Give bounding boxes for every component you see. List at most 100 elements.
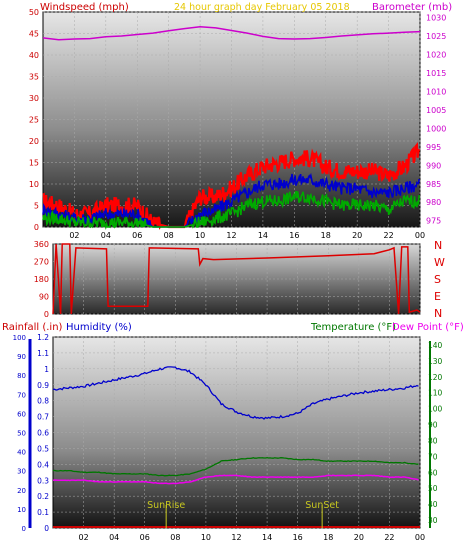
barometer-tick-label: 975 (426, 217, 441, 226)
hour-tick-label: 02 (69, 231, 79, 240)
wind-gust-series (42, 141, 421, 230)
windspeed-tick-label: 20 (29, 137, 39, 146)
dewpoint-series (52, 474, 419, 485)
barometer-tick-label: 985 (426, 180, 441, 189)
humidity-tick-label: 1 (44, 365, 49, 374)
temperature-tick-label: 140 (428, 341, 443, 350)
barometer-tick-label: 1020 (426, 50, 446, 59)
hour-tick-label: 20 (352, 231, 362, 240)
rainfall-tick-label: 90 (17, 353, 26, 361)
hour-tick-label: 22 (383, 231, 393, 240)
rainfall-tick-label: 10 (17, 506, 26, 514)
barometer-series (42, 26, 421, 41)
hour-tick-label: 16 (289, 231, 299, 240)
hour-tick-label: 04 (101, 231, 111, 240)
windspeed-tick-label: 25 (29, 116, 39, 125)
humidity-tick-label: 0.1 (37, 508, 49, 517)
temperature-series (52, 457, 419, 477)
humidity-tick-label: 1.1 (37, 349, 49, 358)
barometer-tick-label: 980 (426, 198, 441, 207)
windspeed-tick-label: 30 (29, 94, 39, 103)
windspeed-tick-label: 35 (29, 73, 39, 82)
wind-direction-series (52, 243, 421, 315)
barometer-tick-label: 1005 (426, 106, 446, 115)
windspeed-tick-label: 40 (29, 51, 39, 60)
direction-tick-label: 360 (34, 240, 49, 249)
hour-tick-label: 12 (226, 231, 236, 240)
rainfall-tick-label: 40 (17, 449, 26, 457)
rainfall-tick-label: 60 (17, 410, 26, 418)
direction-tick-label: 90 (39, 293, 49, 302)
rainfall-tick-label: 0 (22, 525, 26, 533)
rainfall-tick-label: 50 (17, 430, 26, 438)
rainfall-axis-title: Rainfall (.in) (2, 322, 63, 333)
windspeed-tick-label: 45 (29, 30, 39, 39)
series-layer (42, 26, 421, 528)
temperature-tick-label: 50 (428, 484, 438, 493)
hour-tick-label: 18 (321, 231, 331, 240)
hour-tick-label: 02 (78, 533, 88, 542)
hour-tick-label: 10 (201, 533, 211, 542)
temperature-tick-label: 30 (428, 516, 438, 525)
barometer-tick-label: 1025 (426, 32, 446, 41)
temperature-tick-label: 90 (428, 421, 438, 430)
direction-letter-n-top: N (434, 239, 442, 252)
direction-letter-w: W (434, 256, 445, 269)
humidity-tick-label: 0.2 (37, 492, 49, 501)
hour-tick-label: 20 (354, 533, 364, 542)
humidity-tick-label: 0.4 (37, 460, 49, 469)
temperature-tick-label: 70 (428, 452, 438, 461)
temperature-tick-label: 110 (428, 389, 443, 398)
humidity-series (52, 366, 419, 420)
hour-tick-label: 00 (415, 231, 425, 240)
rainfall-tick-label: 100 (13, 334, 26, 342)
hour-tick-label: 00 (415, 533, 425, 542)
hour-tick-label: 08 (170, 533, 180, 542)
barometer-tick-label: 1030 (426, 14, 446, 23)
hour-tick-label: 14 (262, 533, 272, 542)
humidity-tick-label: 1.2 (37, 333, 49, 342)
temperature-tick-label: 60 (428, 468, 438, 477)
humidity-tick-label: 0.9 (37, 381, 49, 390)
labels-layer: 0510152025303540455097598098599099510001… (13, 8, 447, 542)
sunset-label: SunSet (305, 500, 339, 511)
direction-tick-label: 0 (44, 310, 49, 319)
direction-letter-s: S (434, 273, 441, 286)
humidity-tick-label: 0 (44, 524, 49, 533)
temperature-tick-label: 120 (428, 373, 443, 382)
rainfall-tick-label: 20 (17, 487, 26, 495)
rainfall-tick-label: 30 (17, 468, 26, 476)
hour-tick-label: 06 (140, 533, 150, 542)
direction-letter-n-bottom: N (434, 307, 442, 320)
humidity-tick-label: 0.6 (37, 429, 49, 438)
barometer-tick-label: 1000 (426, 124, 446, 133)
chart-title: 24 hour graph day February 05 2018 (174, 2, 350, 13)
humidity-axis-title: Humidity (%) (66, 322, 132, 333)
windspeed-tick-label: 15 (29, 159, 39, 168)
humidity-tick-label: 0.5 (37, 444, 49, 453)
windspeed-tick-label: 10 (29, 180, 39, 189)
temperature-axis-title: Temperature (°F) (310, 322, 396, 333)
humidity-tick-label: 0.3 (37, 476, 49, 485)
direction-letter-e: E (434, 290, 441, 303)
hour-tick-label: 22 (384, 533, 394, 542)
hour-tick-label: 14 (258, 231, 268, 240)
direction-tick-label: 180 (34, 275, 49, 284)
temperature-tick-label: 100 (428, 405, 443, 414)
wind-avg-series (42, 172, 420, 228)
barometer-tick-label: 1010 (426, 87, 446, 96)
hour-tick-label: 08 (164, 231, 174, 240)
hour-tick-label: 16 (293, 533, 303, 542)
barometer-tick-label: 1015 (426, 69, 446, 78)
windspeed-tick-label: 0 (34, 223, 39, 232)
hour-tick-label: 10 (195, 231, 205, 240)
hour-tick-label: 12 (231, 533, 241, 542)
windspeed-tick-label: 50 (29, 8, 39, 17)
windspeed-axis-title: Windspeed (mph) (40, 2, 129, 13)
rainfall-tick-label: 80 (17, 372, 26, 380)
grid-mid (53, 243, 421, 315)
temperature-tick-label: 80 (428, 436, 438, 445)
humidity-tick-label: 0.7 (37, 413, 49, 422)
hour-tick-label: 04 (109, 533, 119, 542)
